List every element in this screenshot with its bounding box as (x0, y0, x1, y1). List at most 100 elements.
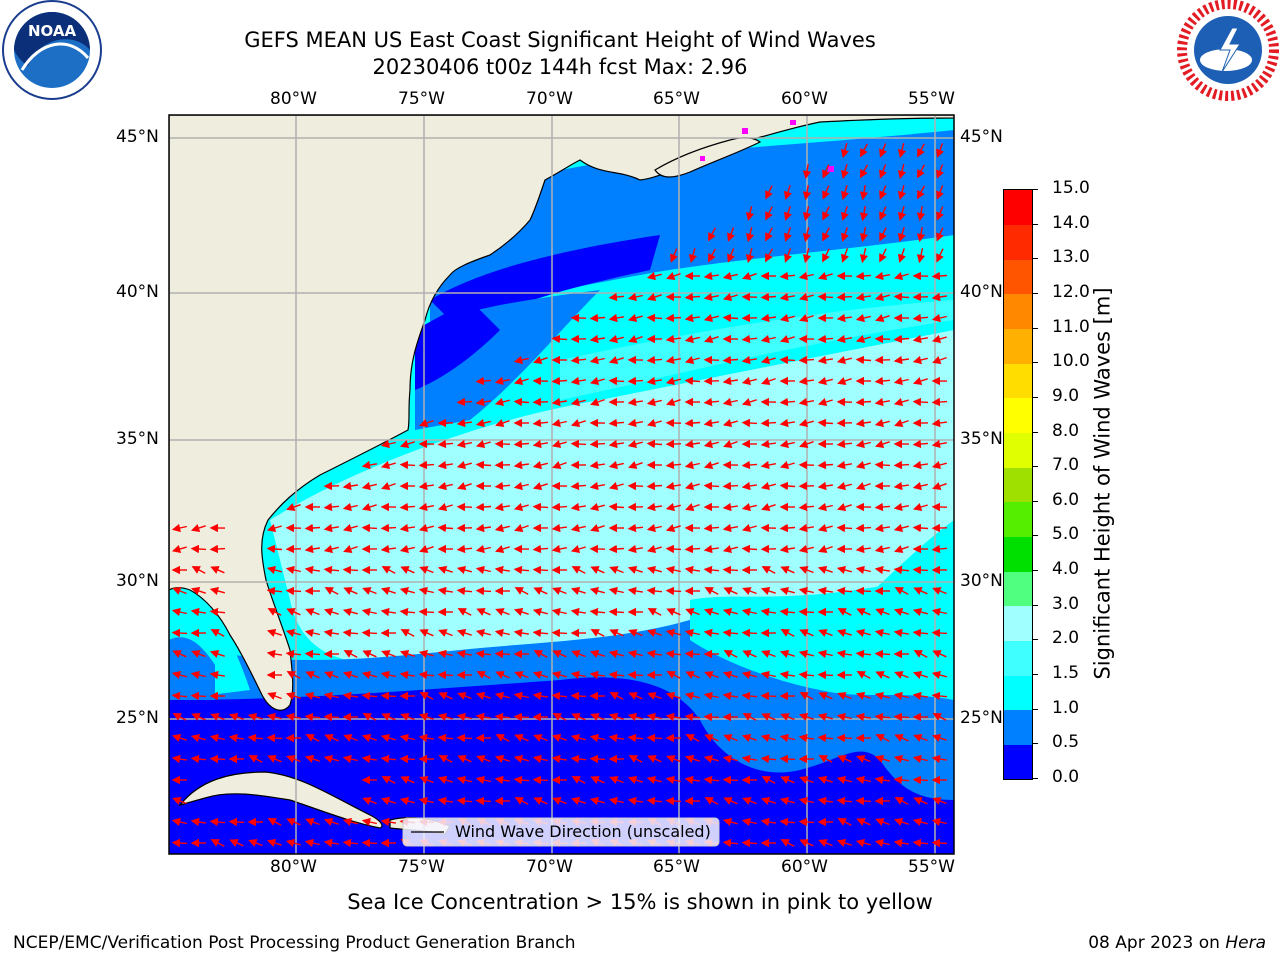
wave-direction-arrow (191, 566, 206, 574)
wave-direction-arrow (897, 143, 907, 159)
wave-direction-arrow (646, 271, 662, 281)
wave-direction-arrow (798, 586, 814, 596)
wave-direction-arrow (874, 649, 891, 659)
wave-direction-arrow (570, 481, 587, 491)
wave-direction-arrow (419, 566, 434, 574)
wave-direction-arrow (475, 586, 492, 596)
wave-direction-arrow (761, 713, 776, 721)
wave-direction-arrow (742, 587, 757, 595)
wave-direction-arrow (266, 838, 282, 847)
wave-direction-arrow (380, 523, 397, 533)
wave-direction-arrow (437, 796, 454, 806)
wave-direction-arrow (304, 838, 320, 848)
wave-direction-arrow (684, 334, 700, 344)
colorbar-tick-mark (1033, 743, 1038, 745)
wave-direction-arrow (855, 460, 871, 470)
wave-direction-arrow (475, 565, 491, 575)
map-legend: Wind Wave Direction (unscaled) (402, 817, 720, 847)
wave-direction-arrow (760, 334, 776, 344)
wave-direction-arrow (248, 839, 263, 847)
wave-direction-arrow (703, 271, 719, 281)
wave-direction-arrow (267, 755, 282, 763)
wave-direction-arrow (931, 607, 947, 617)
wave-direction-arrow (304, 544, 321, 554)
wave-direction-arrow (552, 650, 567, 658)
map-frame (168, 114, 955, 855)
wave-direction-arrow (210, 566, 225, 574)
wave-direction-arrow (323, 754, 339, 764)
wave-direction-arrow (608, 796, 624, 806)
wave-direction-arrow (855, 523, 872, 533)
colorbar-segment (1004, 190, 1032, 226)
wave-direction-arrow (855, 418, 872, 428)
colorbar-tick-mark (1033, 604, 1038, 606)
wave-direction-arrow (285, 628, 301, 638)
wave-direction-arrow (495, 419, 510, 427)
colorbar-tick-mark (1033, 292, 1038, 294)
wave-direction-arrow (247, 733, 264, 743)
wave-direction-arrow (191, 713, 206, 721)
wave-direction-arrow (646, 796, 663, 806)
wave-direction-arrow (305, 671, 320, 679)
wave-direction-arrow (228, 817, 245, 827)
wave-direction-arrow (609, 629, 624, 637)
wave-direction-arrow (912, 397, 929, 407)
wave-direction-arrow (722, 481, 739, 491)
wave-direction-arrow (837, 377, 852, 385)
wave-direction-arrow (836, 439, 853, 449)
wave-direction-arrow (514, 524, 529, 532)
wave-direction-arrow (936, 206, 944, 221)
wave-direction-arrow (703, 565, 720, 575)
wave-direction-arrow (780, 839, 795, 847)
wave-direction-arrow (171, 670, 187, 680)
legend-label: Wind Wave Direction (unscaled) (455, 822, 711, 841)
wave-direction-arrow (874, 460, 891, 470)
wave-direction-arrow (647, 755, 662, 763)
wave-direction-arrow (722, 628, 739, 638)
wave-direction-arrow (936, 185, 944, 200)
wave-direction-arrow (936, 248, 944, 263)
wave-direction-arrow (494, 775, 511, 785)
wave-direction-arrow (784, 206, 792, 221)
wave-direction-arrow (608, 418, 625, 428)
wave-direction-arrow (570, 544, 586, 554)
wave-direction-arrow (836, 712, 852, 722)
wave-direction-arrow (381, 713, 396, 721)
wave-direction-arrow (874, 292, 890, 302)
wave-direction-arrow (779, 607, 796, 617)
wave-direction-arrow (399, 754, 416, 764)
wave-direction-arrow (822, 164, 830, 179)
wave-direction-arrow (171, 607, 187, 617)
wave-direction-arrow (627, 712, 643, 722)
wave-direction-arrow (646, 586, 663, 596)
wave-direction-arrow (779, 817, 796, 827)
wave-direction-arrow (513, 397, 530, 407)
lat-label-right: 40°N (960, 282, 1003, 302)
wave-direction-arrow (799, 566, 814, 574)
wave-direction-arrow (837, 755, 852, 763)
lon-label-top: 75°W (398, 89, 445, 109)
wave-direction-arrow (590, 524, 605, 532)
wave-direction-arrow (665, 334, 681, 344)
wave-direction-arrow (380, 670, 396, 680)
wave-direction-arrow (741, 398, 757, 407)
wave-direction-arrow (532, 482, 548, 491)
wave-direction-arrow (190, 733, 206, 743)
wave-direction-arrow (362, 713, 377, 721)
footer-credit: NCEP/EMC/Verification Post Processing Pr… (13, 933, 576, 953)
wave-direction-arrow (722, 691, 739, 701)
wave-direction-arrow (495, 671, 510, 679)
wave-direction-arrow (856, 608, 871, 616)
wave-direction-arrow (703, 292, 720, 302)
wave-direction-arrow (894, 419, 909, 427)
wave-direction-arrow (513, 754, 529, 764)
wave-direction-arrow (361, 754, 378, 764)
wave-direction-arrow (418, 586, 434, 596)
wave-direction-arrow (741, 523, 757, 533)
colorbar-segment (1004, 293, 1032, 330)
wave-direction-arrow (874, 376, 891, 386)
wave-direction-arrow (342, 502, 358, 512)
wave-direction-arrow (514, 587, 529, 595)
wave-direction-arrow (817, 712, 833, 722)
wave-direction-arrow (589, 481, 606, 491)
